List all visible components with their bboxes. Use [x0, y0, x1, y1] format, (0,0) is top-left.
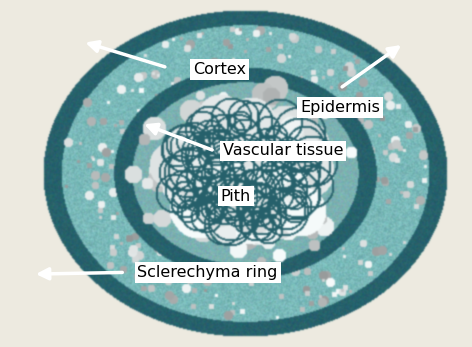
Text: Cortex: Cortex	[193, 62, 246, 77]
Text: Vascular tissue: Vascular tissue	[223, 143, 344, 159]
Text: Epidermis: Epidermis	[300, 100, 380, 115]
Text: Sclerechyma ring: Sclerechyma ring	[137, 265, 278, 280]
Text: Pith: Pith	[221, 188, 251, 204]
